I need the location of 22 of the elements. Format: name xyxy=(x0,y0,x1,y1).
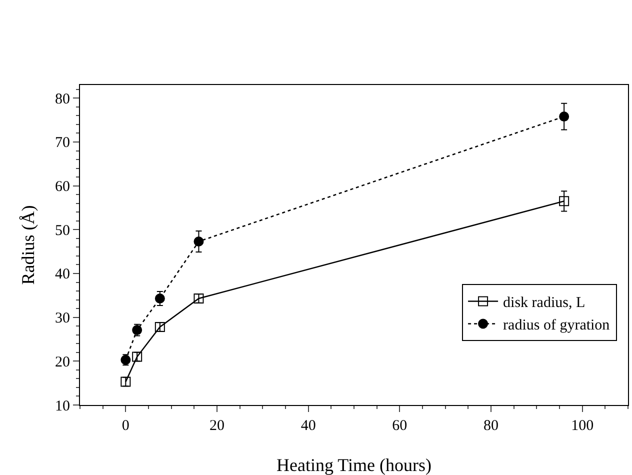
y-tick-label: 80 xyxy=(55,91,70,108)
y-tick-label: 60 xyxy=(55,179,70,196)
point xyxy=(154,293,165,304)
x-tick-label: 20 xyxy=(210,418,224,434)
x-tick-label: 40 xyxy=(300,418,316,434)
x-tick-label: 0 xyxy=(122,418,130,434)
x-tick-label: 80 xyxy=(484,418,498,434)
x-tick-label: 100 xyxy=(571,418,594,434)
y-tick-label: 40 xyxy=(55,266,70,283)
y-tick-label: 20 xyxy=(55,354,70,370)
y-tick-label: 30 xyxy=(55,310,70,327)
point xyxy=(559,196,570,206)
y-tick-label: 10 xyxy=(55,398,70,414)
point xyxy=(559,112,570,122)
legend-label: disk radius, L xyxy=(503,295,586,312)
y-axis-title: Radius (Å) xyxy=(18,205,38,285)
point xyxy=(194,236,204,246)
legend-label: radius of gyration xyxy=(503,318,610,334)
x-tick-label: 60 xyxy=(392,418,408,434)
x-axis-title: Heating Time (hours) xyxy=(276,455,432,475)
y-tick-label: 50 xyxy=(55,222,70,239)
y-tick-label: 70 xyxy=(55,135,70,152)
